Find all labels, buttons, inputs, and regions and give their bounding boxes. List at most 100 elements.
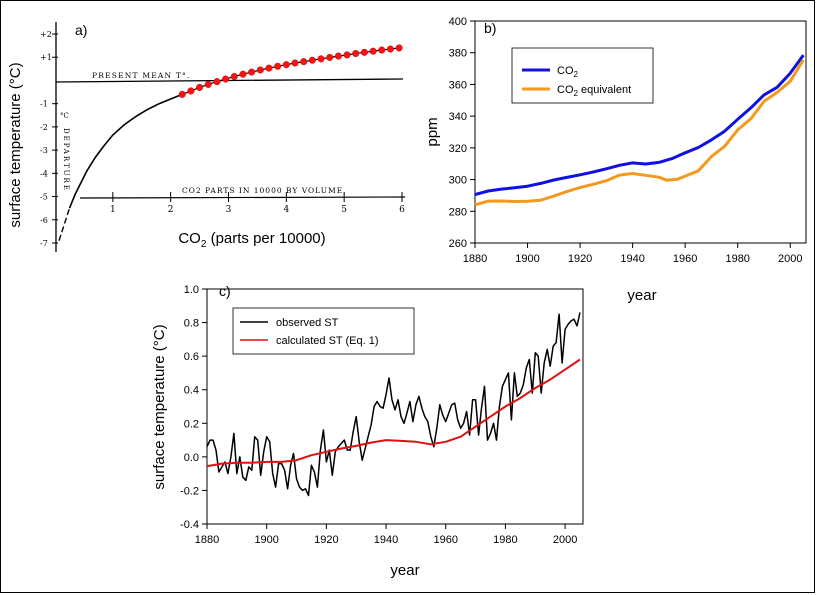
panel-a-curve <box>68 93 183 209</box>
panel-b-legend-box <box>511 47 654 104</box>
panel-b-plot-area <box>474 20 807 244</box>
panel-c-y-tick-label: 1.0 <box>184 284 199 296</box>
panel-a-y-tick-label: -4 <box>40 169 48 178</box>
panel-a-red-dot <box>326 53 334 61</box>
panel-c-x-tick-label: 1900 <box>254 534 278 546</box>
panel-b-x-ticks: 1880 1900 1920 1940 1960 1980 2000 <box>463 243 802 265</box>
panel-c-y-tick-label: 0.4 <box>184 385 199 397</box>
panel-a-red-dot <box>386 45 394 53</box>
panel-b-y-tick-label: 340 <box>449 111 467 123</box>
panel-a-x-tick-label: 5 <box>341 205 347 215</box>
panel-a-x-tick-label: 4 <box>283 205 289 215</box>
panel-a-departure-note: DEPARTURE <box>62 128 70 192</box>
panel-b-y-tick-label: 280 <box>449 206 467 218</box>
panel-b-legend-co2eq-sub: 2 <box>574 89 579 98</box>
panel-b-legend-co2eq-tail: equivalent <box>578 84 631 96</box>
panel-a-co2-parts-note: CO2 PARTS IN 10000 BY VOLUME <box>182 186 343 195</box>
panel-b-x-tick-label: 1920 <box>568 253 592 265</box>
panel-a-y-tick-label: -1 <box>40 100 48 109</box>
panel-c-label: c) <box>219 283 231 299</box>
panel-a-red-dot <box>352 50 360 58</box>
panel-c-x-tick-label: 1940 <box>374 534 398 546</box>
panel-a-present-mean-note: PRESENT MEAN T°. <box>92 71 191 80</box>
panel-b-xlabel: year <box>627 287 656 304</box>
panel-c-y-tick-label: -0.2 <box>180 485 199 497</box>
panel-a-y-ticks: +2 +1 -1 -2 -3 -4 -5 -6 -7 <box>40 30 58 248</box>
panel-a-xlabel-sub: 2 <box>201 239 207 250</box>
panel-a-red-dot <box>248 68 256 76</box>
panel-a-present-mean-line <box>55 78 404 83</box>
panel-b-y-tick-label: 360 <box>449 79 467 91</box>
panel-a-y-tick-label: +1 <box>40 53 52 62</box>
panel-b-legend-co2eq-main: CO <box>557 84 574 96</box>
panel-b-y-tick-label: 320 <box>449 143 467 155</box>
panel-b-x-tick-label: 1980 <box>725 253 749 265</box>
panel-b-legend-label-co2: CO2 <box>557 65 579 79</box>
panel-a-y-tick-label: -6 <box>40 216 48 225</box>
panel-a-y-tick-label: +2 <box>40 30 52 39</box>
panel-a-red-dot <box>343 51 351 59</box>
panel-a-xlabel: CO2 (parts per 10000) <box>178 230 325 250</box>
panel-b-legend: CO2 CO2 equivalent <box>511 47 654 104</box>
panel-b: b) ppm year 260 280 300 320 340 360 380 400 188… <box>424 16 807 304</box>
panel-b-ylabel: ppm <box>424 117 441 146</box>
panel-a-x-ticks: 1 2 3 4 5 6 <box>110 192 405 215</box>
panel-a-y-tick-label: -3 <box>40 146 48 155</box>
panel-a-red-dot <box>395 44 403 52</box>
panel-b-y-tick-label: 300 <box>449 175 467 187</box>
panel-b-y-tick-label: 400 <box>449 16 467 28</box>
panel-a-co2-scale-line <box>79 196 406 199</box>
panel-b-legend-co2-main: CO <box>557 65 574 77</box>
panel-a-y-tick-label: -7 <box>40 239 48 248</box>
panel-a-red-dot <box>256 66 264 74</box>
panel-a-red-dot <box>317 55 325 63</box>
panel-c-x-tick-label: 1960 <box>433 534 457 546</box>
panel-a: a) surface temperature (°C) CO2 (parts p… <box>7 22 405 252</box>
panel-c-ylabel: surface temperature (°C) <box>151 324 168 489</box>
panel-c-x-tick-label: 1880 <box>195 534 219 546</box>
panel-c: c) surface temperature (°C) year -0.4-0.… <box>151 283 584 579</box>
panel-c-x-tick-label: 1980 <box>493 534 517 546</box>
panel-b-series-co2-equivalent <box>474 59 805 207</box>
panel-a-red-dot <box>282 61 290 69</box>
panel-a-y-tick-label: -2 <box>40 123 48 132</box>
panel-a-red-dot <box>178 90 186 98</box>
panel-b-x-tick-label: 1960 <box>673 253 697 265</box>
panel-a-red-dot <box>300 58 308 66</box>
panel-c-series-observed <box>206 312 581 497</box>
panel-c-plot-area <box>206 288 584 525</box>
panel-b-y-tick-label: 260 <box>449 238 467 250</box>
panel-a-red-dot <box>230 72 238 80</box>
panel-a-data <box>58 44 403 241</box>
panel-c-series-calculated <box>206 358 581 468</box>
panel-b-x-tick-label: 1880 <box>463 253 487 265</box>
panel-c-data <box>206 312 581 497</box>
panel-a-red-dot <box>204 80 212 88</box>
panel-a-red-dot <box>308 56 316 64</box>
panel-a-degrees-note: °C <box>60 112 69 120</box>
panel-a-x-tick-label: 2 <box>168 205 174 215</box>
panel-b-label: b) <box>484 20 496 36</box>
panel-a-xlabel-tail: (parts per 10000) <box>206 230 325 247</box>
panel-a-red-dot <box>360 48 368 56</box>
panel-c-y-tick-label: 0.0 <box>184 452 199 464</box>
panel-a-red-dot <box>187 87 195 95</box>
panel-c-x-tick-label: 2000 <box>553 534 577 546</box>
panel-c-y-ticks: -0.4 -0.2 0.0 0.2 0.4 0.6 0.8 1.0 <box>180 284 207 531</box>
panel-a-red-dot <box>265 64 273 72</box>
panel-a-x-tick-label: 1 <box>110 205 116 215</box>
panel-b-legend-co2-sub: 2 <box>574 70 579 79</box>
panel-a-xlabel-main: CO <box>178 230 201 247</box>
panel-a-red-dot <box>213 78 221 86</box>
panel-c-xlabel: year <box>390 562 419 579</box>
panel-a-label: a) <box>75 22 87 38</box>
panel-a-y-tick-label: -5 <box>40 193 48 202</box>
panel-a-red-dot <box>274 62 282 70</box>
panel-c-legend: observed ST calculated ST (Eq. 1) <box>232 307 415 355</box>
panel-a-ylabel: surface temperature (°C) <box>7 62 24 227</box>
panel-c-legend-label-observed: observed ST <box>276 317 339 329</box>
panel-a-red-dot <box>222 75 230 83</box>
panel-b-x-tick-label: 1940 <box>620 253 644 265</box>
